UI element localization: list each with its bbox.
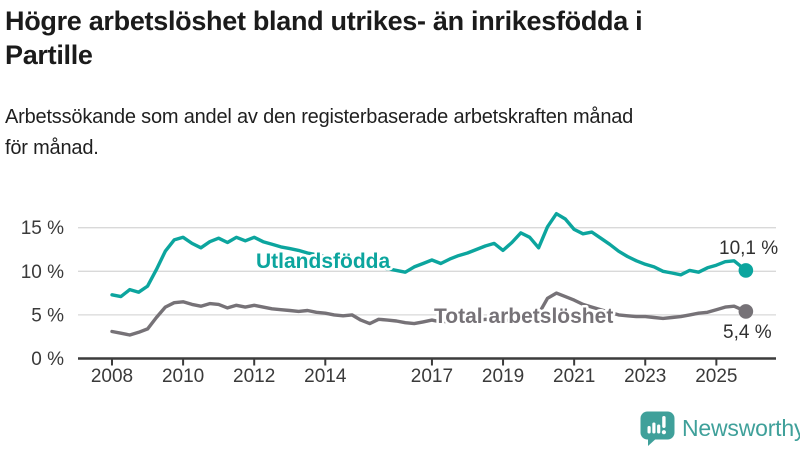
- series-line-utlandsfodda: [110, 211, 748, 299]
- x-tick-label: 2021: [553, 366, 595, 387]
- end-value-label-utlandsfodda: 10,1 %: [719, 238, 778, 259]
- newsworthy-logo: Newsworthy: [640, 411, 800, 446]
- series-label-total-arbetsloshet: Total arbetslöshet: [434, 305, 613, 328]
- y-tick-label: 5 %: [31, 305, 64, 326]
- chart-subtitle-line2: för månad.: [5, 137, 99, 159]
- y-tick-label: 0 %: [31, 349, 64, 370]
- x-tick-label: 2008: [91, 366, 133, 387]
- end-value-label-total-arbetsloshet: 5,4 %: [723, 322, 772, 343]
- x-tick-label: 2023: [624, 366, 666, 387]
- series-end-dot-utlandsfodda: [738, 263, 754, 278]
- chart-title-line2: Partille: [5, 40, 93, 70]
- x-tick-label: 2017: [411, 366, 453, 387]
- series-line-total-arbetsloshet: [110, 291, 748, 337]
- y-tick-label: 15 %: [21, 218, 64, 239]
- x-tick-label: 2014: [304, 366, 347, 387]
- x-tick-label: 2010: [162, 366, 204, 387]
- y-tick-label: 10 %: [21, 262, 64, 283]
- x-tick-label: 2025: [695, 366, 737, 387]
- x-tick-label: 2019: [482, 366, 524, 387]
- series-label-utlandsfodda: Utlandsfödda: [256, 250, 390, 273]
- chart-title: Högre arbetslöshet bland utrikes- än inr…: [5, 4, 797, 72]
- series-end-dot-total-arbetsloshet: [738, 304, 754, 319]
- chart-title-line1: Högre arbetslöshet bland utrikes- än inr…: [5, 6, 643, 36]
- bar-chart-speech-bubble-icon: [640, 411, 675, 446]
- newsworthy-wordmark: Newsworthy: [682, 415, 800, 441]
- chart-subtitle: Arbetssökande som andel av den registerb…: [5, 102, 797, 164]
- chart-subtitle-line1: Arbetssökande som andel av den registerb…: [5, 106, 634, 128]
- x-tick-label: 2012: [233, 366, 275, 387]
